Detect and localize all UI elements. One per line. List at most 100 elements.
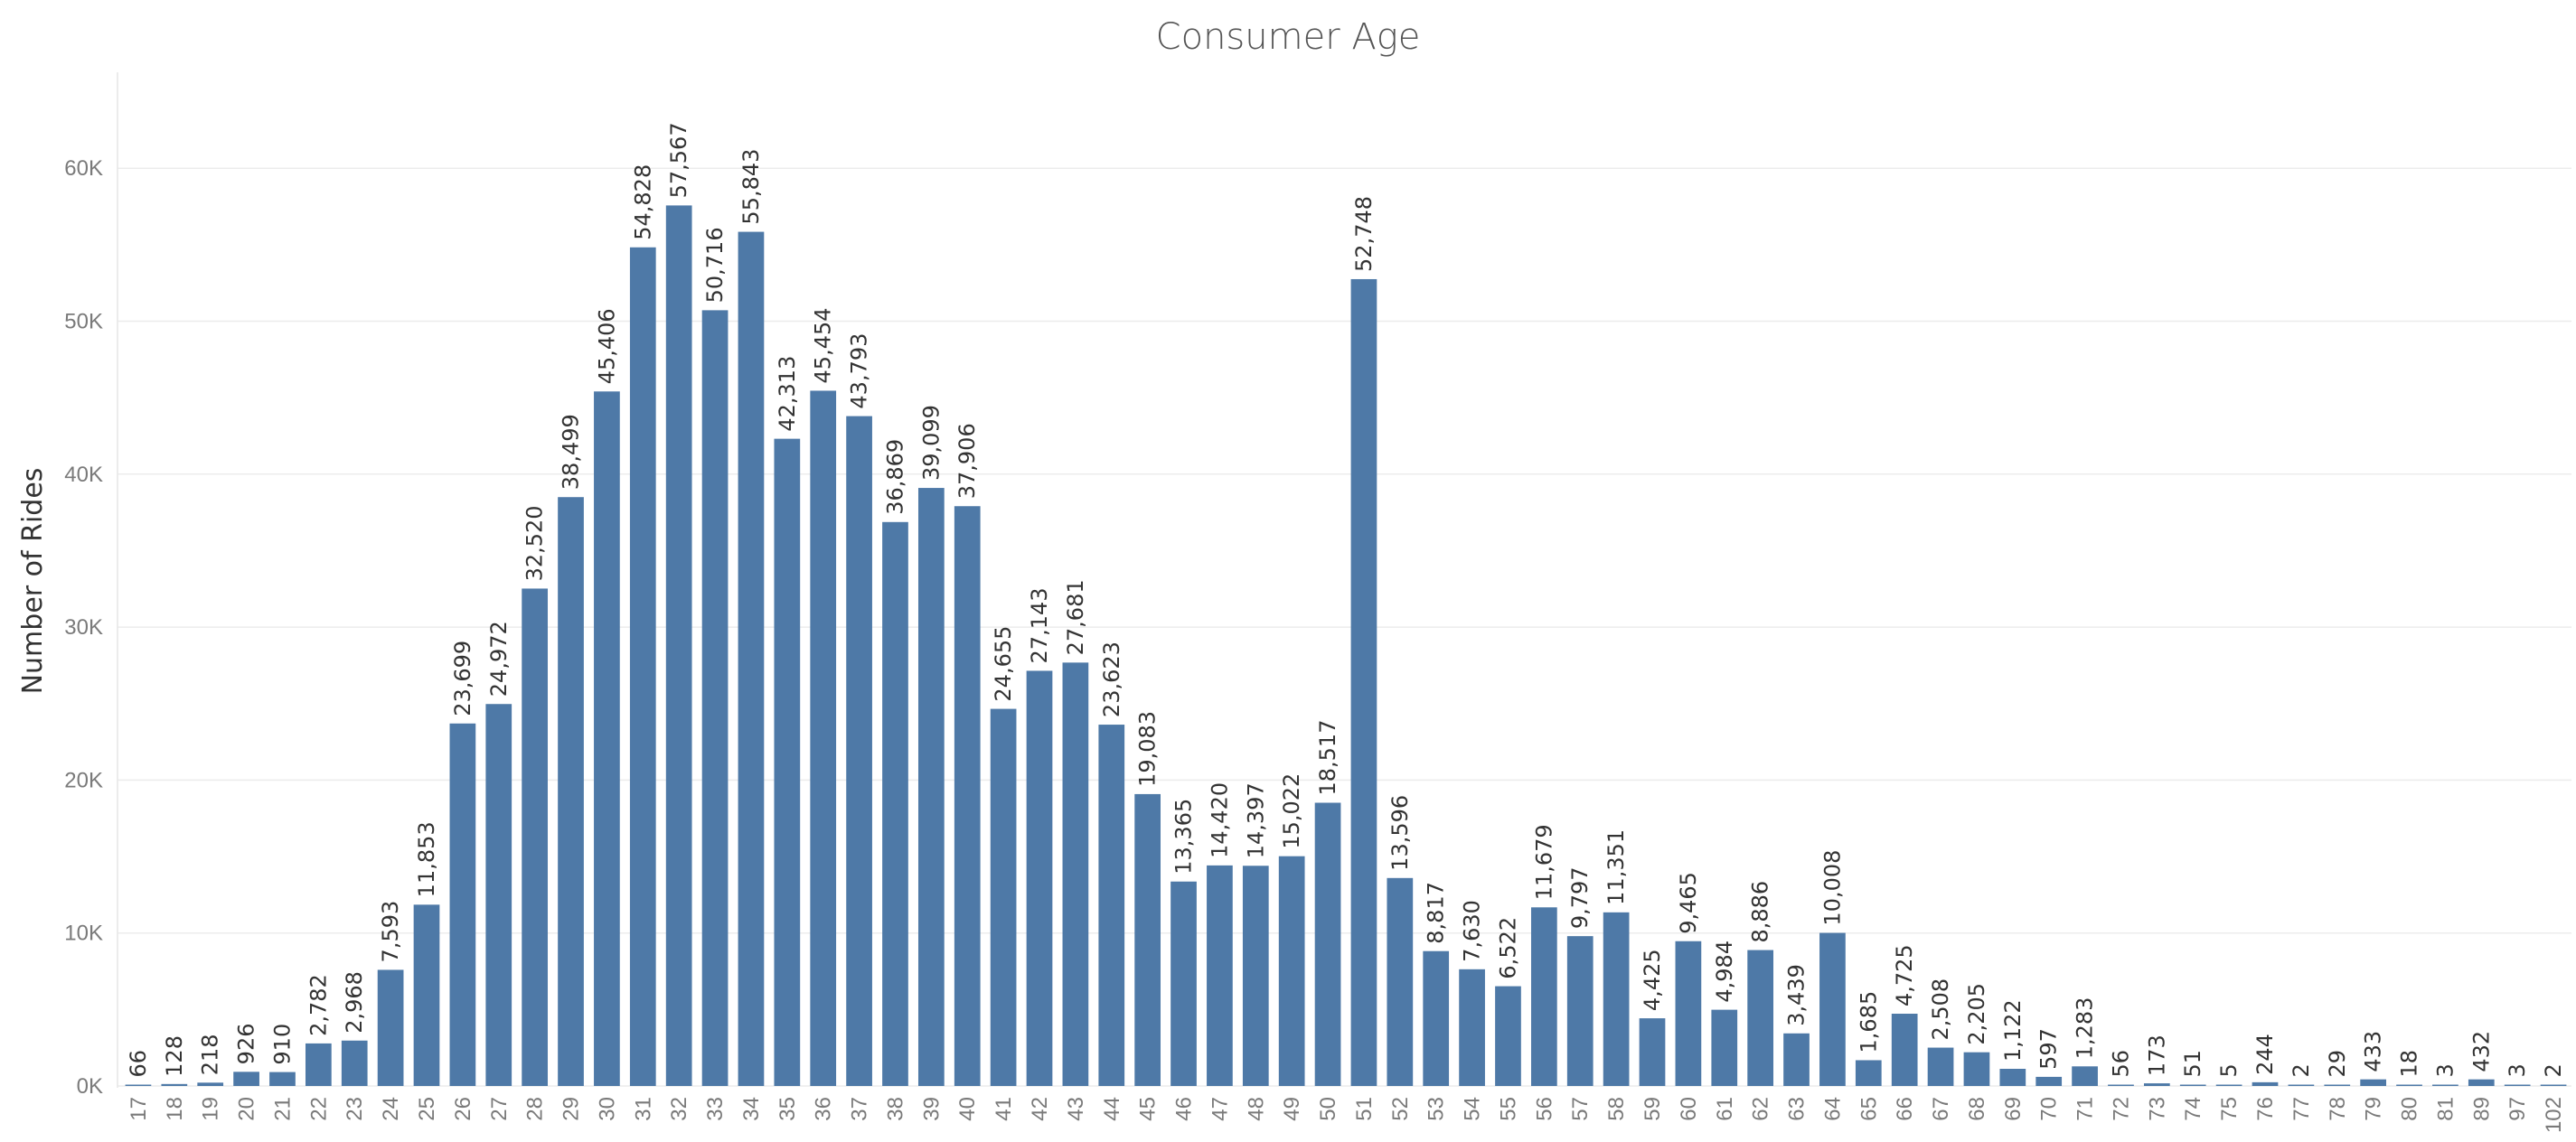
x-tick-label: 75 — [2217, 1097, 2242, 1121]
bar — [990, 708, 1017, 1086]
bar — [1098, 725, 1125, 1086]
data-label: 3 — [2432, 1063, 2458, 1077]
x-tick-label: 62 — [1749, 1097, 1773, 1121]
x-tick-label: 44 — [1100, 1097, 1124, 1121]
x-tick-label: 51 — [1352, 1097, 1377, 1121]
x-tick-label: 59 — [1641, 1097, 1665, 1121]
bar — [1675, 941, 1702, 1086]
x-tick-label: 28 — [523, 1097, 548, 1121]
bar — [1314, 802, 1341, 1086]
x-tick-label: 81 — [2433, 1097, 2458, 1121]
data-label: 3,439 — [1784, 964, 1810, 1026]
data-label: 8,886 — [1748, 881, 1773, 943]
bar — [1026, 670, 1053, 1086]
data-label: 244 — [2252, 1034, 2278, 1075]
y-tick-label: 10K — [64, 922, 103, 946]
x-tick-label: 19 — [199, 1097, 223, 1121]
data-label: 14,420 — [1207, 782, 1232, 858]
x-tick-label: 42 — [1028, 1097, 1052, 1121]
data-label: 5 — [2216, 1063, 2242, 1077]
x-tick-label: 36 — [812, 1097, 836, 1121]
data-label: 1,685 — [1856, 991, 1881, 1053]
data-label: 19,083 — [1135, 711, 1161, 787]
x-tick-label: 78 — [2326, 1097, 2350, 1121]
data-label: 1,122 — [2000, 999, 2026, 1062]
bar — [1387, 877, 1414, 1086]
bar — [485, 704, 512, 1086]
x-tick-label: 20 — [235, 1097, 259, 1121]
bar — [1639, 1018, 1666, 1086]
x-tick-label: 67 — [1929, 1097, 1953, 1121]
bar — [954, 506, 981, 1086]
bar — [1566, 936, 1594, 1086]
x-tick-label: 52 — [1388, 1097, 1413, 1121]
x-tick-label: 79 — [2362, 1097, 2386, 1121]
data-label: 7,630 — [1460, 900, 1485, 962]
data-label: 4,425 — [1640, 949, 1665, 1011]
x-tick-label: 54 — [1461, 1097, 1485, 1121]
bar — [1495, 986, 1521, 1086]
x-tick-label: 34 — [739, 1097, 764, 1121]
bar — [449, 723, 476, 1086]
bar — [522, 588, 549, 1086]
data-label: 55,843 — [738, 149, 764, 225]
x-tick-label: 69 — [2001, 1097, 2026, 1121]
bar — [2288, 1084, 2315, 1086]
data-label: 2 — [2541, 1063, 2566, 1077]
bar — [341, 1040, 368, 1086]
bar — [1423, 950, 1450, 1086]
data-label: 39,099 — [918, 405, 944, 481]
x-tick-label: 55 — [1496, 1097, 1520, 1121]
data-label: 173 — [2144, 1034, 2169, 1076]
bar — [1278, 856, 1305, 1086]
x-tick-label: 35 — [776, 1097, 800, 1121]
x-tick-label: 29 — [559, 1097, 584, 1121]
data-label: 18,517 — [1315, 720, 1340, 796]
bar — [2432, 1084, 2458, 1086]
x-tick-label: 60 — [1677, 1097, 1701, 1121]
x-tick-label: 32 — [667, 1097, 691, 1121]
bar — [305, 1043, 332, 1086]
bar — [1963, 1052, 1990, 1086]
bar — [2215, 1084, 2242, 1086]
data-label: 51 — [2180, 1050, 2205, 1078]
bar — [1747, 950, 1774, 1086]
x-tick-label: 40 — [955, 1097, 980, 1121]
data-label: 54,828 — [630, 164, 655, 240]
x-tick-label: 48 — [1244, 1097, 1268, 1121]
data-label: 57,567 — [666, 122, 691, 198]
x-tick-label: 65 — [1857, 1097, 1881, 1121]
x-tick-label: 71 — [2073, 1097, 2098, 1121]
x-tick-label: 61 — [1713, 1097, 1737, 1121]
x-tick-label: 64 — [1820, 1097, 1845, 1121]
data-label: 433 — [2361, 1031, 2386, 1072]
y-tick-label: 0K — [77, 1074, 103, 1099]
x-tick-label: 57 — [1568, 1097, 1593, 1121]
x-tick-label: 45 — [1136, 1097, 1161, 1121]
bar — [125, 1084, 152, 1086]
bar — [2072, 1066, 2098, 1086]
data-label: 23,623 — [1099, 641, 1124, 717]
data-label: 2,968 — [342, 971, 367, 1034]
x-tick-label: 89 — [2469, 1097, 2494, 1121]
x-tick-label: 23 — [343, 1097, 367, 1121]
bar — [2108, 1084, 2134, 1086]
x-tick-label: 73 — [2145, 1097, 2169, 1121]
bar — [917, 488, 945, 1086]
bar — [1062, 662, 1089, 1086]
x-tick-label: 41 — [992, 1097, 1016, 1121]
data-label: 432 — [2468, 1031, 2494, 1072]
x-tick-label: 70 — [2037, 1097, 2062, 1121]
data-label: 45,454 — [811, 307, 836, 383]
x-tick-label: 43 — [1064, 1097, 1088, 1121]
bar — [197, 1082, 224, 1086]
y-tick-label: 40K — [64, 463, 103, 487]
bar — [377, 969, 404, 1086]
data-label: 24,655 — [991, 626, 1016, 702]
bar — [161, 1083, 188, 1086]
bar — [1711, 1009, 1738, 1086]
x-tick-label: 102 — [2542, 1097, 2566, 1133]
data-label: 11,351 — [1603, 829, 1629, 905]
data-label: 3 — [2505, 1063, 2530, 1077]
data-label: 4,984 — [1712, 941, 1737, 1003]
